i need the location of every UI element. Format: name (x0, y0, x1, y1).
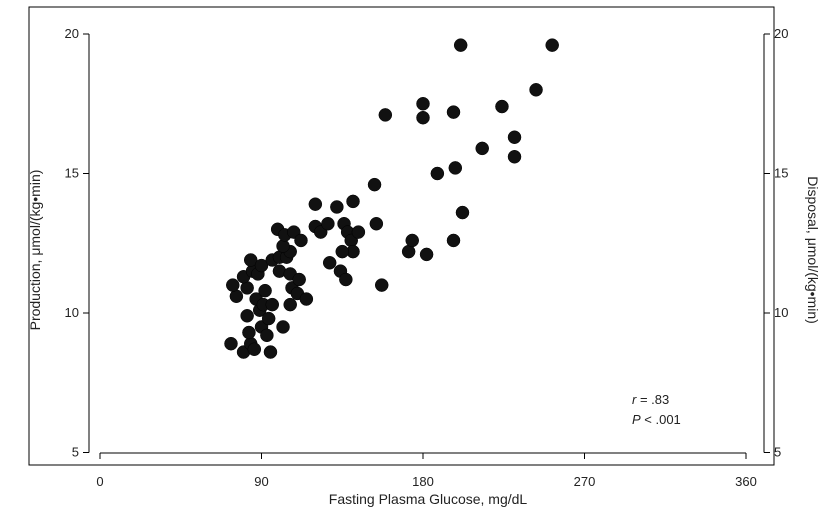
p-label: P (632, 412, 641, 427)
data-point (276, 239, 290, 253)
data-point (240, 309, 254, 323)
left-y-tick-label: 5 (72, 445, 79, 460)
left-y-tick-label: 15 (65, 166, 79, 181)
data-point (446, 233, 461, 248)
data-point (351, 225, 366, 239)
data-point (430, 166, 445, 181)
data-point (265, 297, 280, 312)
x-tick-label: 270 (574, 474, 596, 489)
data-point (226, 278, 240, 292)
data-point (507, 150, 522, 164)
correlation-annotation: r = .83 (632, 392, 669, 407)
x-tick-label: 180 (412, 474, 434, 489)
data-point (243, 253, 258, 267)
data-point (374, 278, 389, 292)
r-label: r (632, 392, 637, 407)
data-point (453, 38, 468, 52)
data-points (224, 38, 559, 359)
right-y-tick-label: 20 (774, 26, 788, 41)
data-point (378, 108, 393, 122)
data-point (416, 110, 430, 125)
right-y-tick-label: 15 (774, 166, 788, 181)
x-axis: 0 90 180 270 360 (96, 452, 757, 489)
data-point (242, 325, 256, 340)
left-y-axis-title: Production, μmol/(kg•min) (27, 170, 43, 331)
data-point (369, 216, 384, 231)
data-point (529, 83, 543, 97)
data-point (299, 292, 314, 306)
data-point (330, 200, 344, 214)
data-point (258, 283, 272, 298)
data-point (294, 233, 308, 248)
data-point (475, 141, 489, 156)
right-y-tick-label: 5 (774, 445, 781, 460)
r-value: = .83 (636, 392, 669, 407)
p-value-annotation: P < .001 (632, 412, 681, 427)
data-point (335, 244, 349, 259)
data-point (247, 342, 262, 357)
plot-frame (28, 6, 775, 466)
data-point (455, 205, 470, 220)
data-point (419, 247, 434, 262)
x-tick-label: 360 (735, 474, 757, 489)
data-point (446, 105, 461, 119)
data-point (346, 194, 360, 209)
left-y-tick-label: 20 (65, 26, 79, 41)
data-point (261, 311, 276, 326)
data-point (276, 320, 290, 334)
left-y-tick-label: 10 (65, 305, 79, 320)
data-point (367, 177, 382, 192)
data-point (507, 130, 522, 144)
x-tick-label: 0 (96, 474, 103, 489)
data-point (308, 197, 323, 211)
data-point (254, 258, 269, 273)
data-point (322, 256, 337, 270)
data-point (263, 345, 278, 359)
data-point (448, 161, 463, 175)
data-point (416, 97, 430, 111)
data-point (292, 272, 306, 287)
left-y-axis: 5 10 15 20 (65, 26, 90, 460)
right-y-tick-label: 10 (774, 305, 788, 320)
data-point (224, 336, 238, 351)
data-point (321, 216, 335, 231)
data-point (545, 38, 559, 52)
x-tick-label: 90 (254, 474, 268, 489)
right-y-axis-title: Disposal, μmol/(kg•min) (805, 176, 821, 324)
x-axis-title: Fasting Plasma Glucose, mg/dL (329, 491, 528, 507)
data-point (339, 272, 353, 287)
data-point (495, 99, 509, 114)
data-point (405, 233, 419, 248)
data-point (260, 328, 274, 343)
data-point (283, 297, 297, 312)
p-value: < .001 (641, 412, 681, 427)
right-y-axis: 5 10 15 20 (763, 26, 788, 460)
